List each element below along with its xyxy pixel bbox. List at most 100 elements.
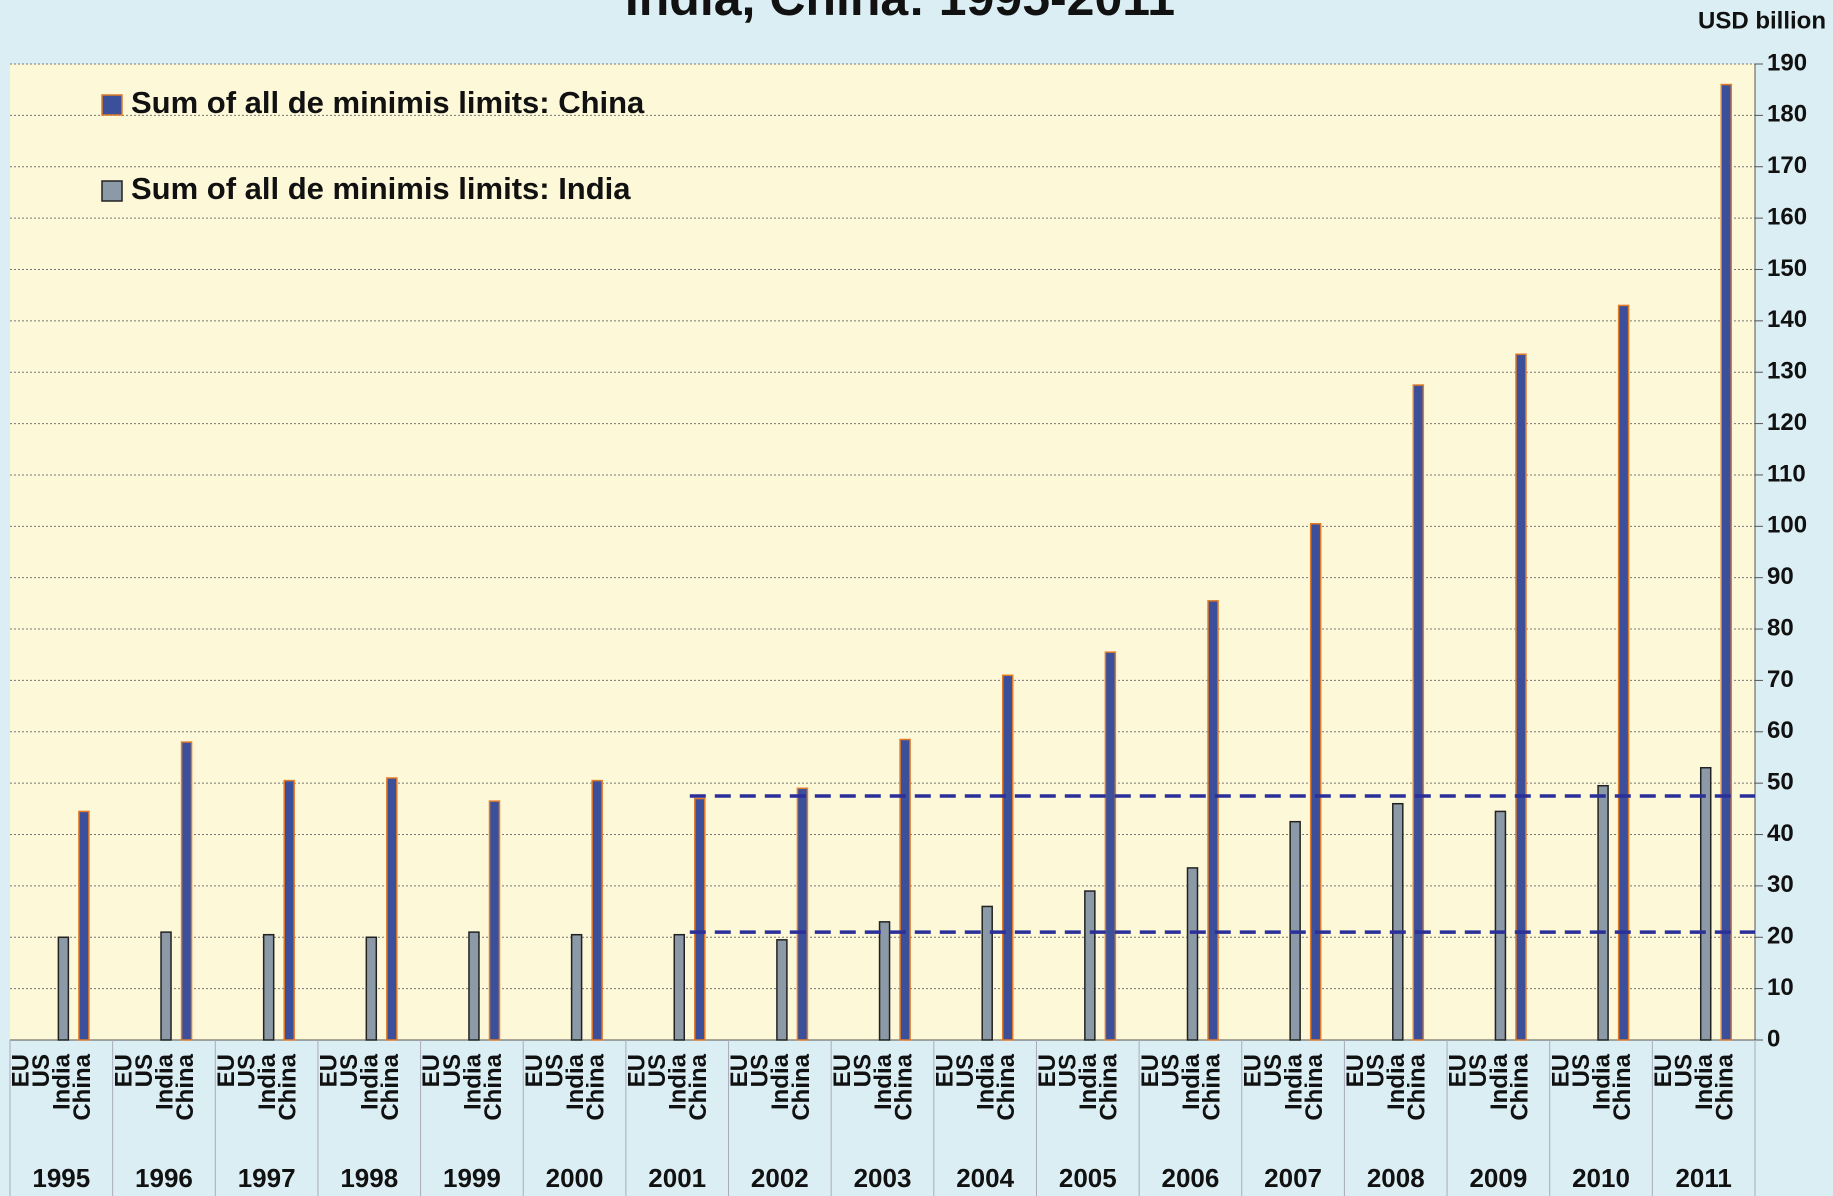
sub-label: US [1465,1054,1492,1087]
sub-label: EU [1445,1054,1472,1087]
x-tick-label: 2002 [751,1163,809,1193]
y-tick-label: 90 [1767,563,1794,590]
bar [570,933,583,1041]
sub-label: EU [1650,1054,1677,1087]
x-tick-label: 2004 [956,1163,1014,1193]
sub-label: India [1383,1053,1410,1110]
sub-label: China [69,1053,96,1120]
sub-label: China [788,1053,815,1120]
bar [1494,810,1507,1041]
bar [1720,83,1733,1041]
sub-label: US [131,1054,158,1087]
sub-label: India [562,1053,589,1110]
sub-label: EU [1137,1054,1164,1087]
y-tick-label: 50 [1767,769,1794,796]
x-tick-label: 2003 [854,1163,912,1193]
x-tick-label: 1996 [135,1163,193,1193]
sub-label: US [1157,1054,1184,1087]
x-tick-label: 2005 [1059,1163,1117,1193]
x-tick-label: 2011 [1675,1163,1731,1193]
sub-label: India [870,1053,897,1110]
x-tick-label: 2009 [1469,1163,1527,1193]
bar [57,936,70,1041]
sub-label: India [1486,1053,1513,1110]
y-tick-label: 160 [1767,203,1807,230]
bar [878,921,891,1041]
sub-label: US [541,1054,568,1087]
sub-label: EU [316,1054,343,1087]
sub-label: China [1096,1053,1123,1120]
x-tick-label: 2010 [1572,1163,1630,1193]
bar [78,810,90,1041]
x-tick-label: 2007 [1264,1163,1322,1193]
legend-label: Sum of all de minimis limits: China [131,85,645,120]
bar [694,797,706,1041]
bar [796,787,809,1041]
y-tick-label: 180 [1767,101,1807,128]
plot-area [10,64,1755,1040]
y-tick-label: 0 [1767,1025,1780,1052]
sub-label: EU [110,1054,137,1087]
x-tick-label: 1995 [32,1163,90,1193]
chart-title: India, China: 1995-2011 [625,0,1175,26]
bar [1392,802,1404,1041]
sub-label: US [1363,1054,1390,1087]
sub-label: US [1055,1054,1082,1087]
sub-label: India [1691,1053,1718,1110]
sub-label: India [254,1053,281,1110]
y-tick-label: 140 [1767,306,1807,333]
sub-label: India [1588,1053,1615,1110]
x-tick-label: 2000 [546,1163,604,1193]
bar [180,741,193,1041]
bar [1515,353,1527,1041]
sub-label: EU [624,1054,651,1087]
sub-label: China [1506,1053,1533,1120]
bar [1309,522,1322,1041]
sub-label: US [1671,1054,1698,1087]
sub-label: EU [418,1054,445,1087]
bar [981,905,993,1041]
sub-label: China [1301,1053,1328,1120]
legend-swatch [101,180,123,202]
sub-label: India [49,1053,76,1110]
sub-label: EU [1034,1054,1061,1087]
sub-label: India [767,1053,794,1110]
legend-swatch [101,94,123,116]
sub-label: China [582,1053,609,1120]
y-tick-label: 70 [1767,666,1794,693]
y-tick-label: 20 [1767,923,1794,950]
sub-label: China [1404,1053,1431,1120]
sub-label: China [993,1053,1020,1120]
x-tick-label: 2001 [648,1163,706,1193]
y-tick-label: 80 [1767,614,1794,641]
bar [386,777,398,1041]
sub-label: US [336,1054,363,1087]
sub-label: EU [521,1054,548,1087]
sub-label: EU [931,1054,958,1087]
sub-label: China [480,1053,507,1120]
sub-label: China [1712,1053,1739,1120]
y-tick-label: 40 [1767,820,1794,847]
bar [1617,304,1630,1041]
sub-label: India [1075,1053,1102,1110]
bar [591,779,603,1041]
y-tick-label: 150 [1767,255,1807,282]
bar [899,738,911,1041]
x-tick-label: 1998 [340,1163,398,1193]
bar [776,939,788,1041]
y-axis-label: USD billion [1698,7,1826,34]
y-tick-label: 190 [1767,49,1807,76]
sub-label: India [1280,1053,1307,1110]
x-tick-label: 1997 [238,1163,296,1193]
sub-label: India [151,1053,178,1110]
sub-label: EU [213,1054,240,1087]
sub-label: China [377,1053,404,1120]
x-tick-label: 2006 [1162,1163,1220,1193]
sub-label: US [233,1054,260,1087]
bar [1207,600,1219,1041]
sub-label: EU [726,1054,753,1087]
sub-label: US [644,1054,671,1087]
sub-label: US [952,1054,979,1087]
